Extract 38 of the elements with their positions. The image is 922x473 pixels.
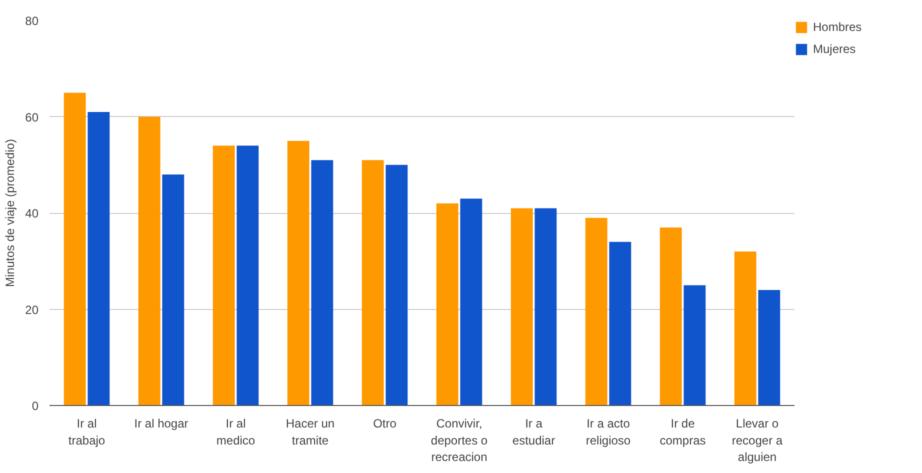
bar: [758, 290, 780, 406]
bar: [585, 218, 608, 406]
bar: [138, 116, 160, 406]
bar: [534, 208, 557, 406]
x-tick-label: Ir de compras: [660, 416, 706, 448]
y-axis-title: Minutos de viaje (promedio): [3, 138, 18, 288]
bar: [386, 164, 408, 406]
x-tick-label: Convivir, deportes o recreacion: [430, 416, 488, 464]
x-tick-label: Ir al hogar: [134, 416, 188, 430]
bar: [162, 174, 184, 406]
x-tick-label: Hacer un tramite: [286, 416, 335, 448]
legend-label: Hombres: [813, 20, 862, 34]
bar: [460, 198, 482, 406]
y-tick-label: 40: [25, 206, 39, 220]
y-tick-label: 20: [25, 302, 39, 317]
y-tick-label: 80: [25, 14, 39, 28]
x-tick-label: Ir a estudiar: [512, 416, 556, 448]
x-tick-label: Otro: [373, 416, 397, 430]
bar: [64, 92, 86, 406]
bar: [660, 227, 682, 406]
bar: [436, 203, 458, 406]
bar: [236, 146, 259, 406]
bar: [287, 140, 310, 406]
x-tick-label: Ir al medico: [216, 416, 256, 448]
bar: [510, 208, 533, 406]
bar: [684, 285, 706, 406]
bar: [88, 112, 110, 406]
bar: [734, 252, 756, 406]
x-tick-label: Ir a acto religioso: [586, 416, 631, 448]
y-tick-label: 0: [32, 399, 39, 413]
bar: [212, 146, 235, 406]
x-tick-label: Ir al trabajo: [68, 416, 106, 448]
y-tick-label: 60: [25, 110, 39, 124]
bar: [311, 160, 334, 406]
bar: [609, 242, 632, 406]
x-tick-label: Llevar o recoger a alguien: [732, 416, 783, 464]
bar: [362, 160, 384, 406]
legend-label: Mujeres: [813, 42, 856, 56]
